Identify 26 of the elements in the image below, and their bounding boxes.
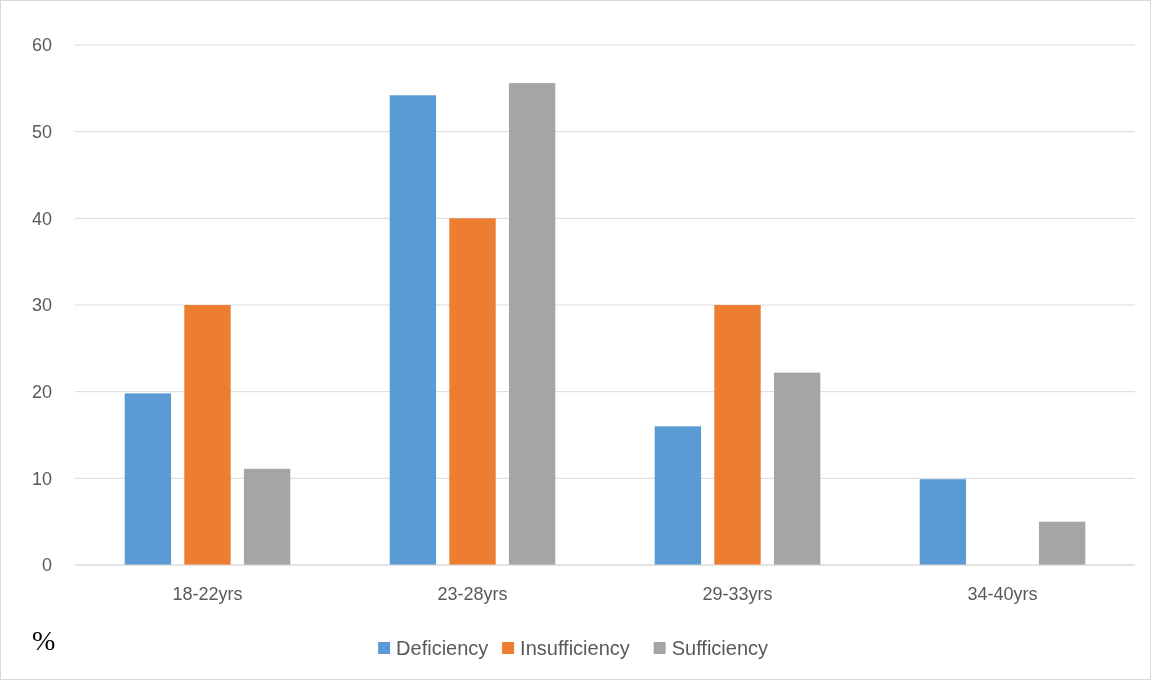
bar — [714, 305, 761, 565]
bar — [389, 95, 437, 565]
bar — [919, 479, 967, 565]
y-tick-label: 20 — [31, 381, 52, 402]
x-tick-label: 34-40yrs — [967, 584, 1038, 604]
bar — [184, 305, 231, 565]
x-tick-label: 23-28yrs — [437, 584, 508, 604]
legend-label: Sufficiency — [671, 637, 769, 659]
bar — [654, 426, 702, 565]
y-tick-label: 0 — [41, 555, 52, 576]
bar — [124, 393, 172, 565]
y-tick-label: 50 — [31, 121, 52, 142]
legend-label: Insufficiency — [520, 637, 630, 659]
y-tick-label: 40 — [31, 208, 52, 229]
y-tick-label: 10 — [31, 468, 52, 489]
y-tick-label: 30 — [31, 295, 52, 316]
bar — [243, 468, 291, 565]
x-tick-label: 18-22yrs — [172, 584, 243, 604]
bar — [449, 218, 496, 565]
bar — [773, 372, 821, 565]
y-tick-label: 60 — [31, 35, 52, 56]
x-tick-label: 29-33yrs — [702, 584, 773, 604]
bar — [1038, 521, 1086, 565]
bar — [508, 83, 556, 565]
y-axis-title: % — [32, 625, 56, 656]
legend-label: Deficiency — [396, 637, 489, 659]
